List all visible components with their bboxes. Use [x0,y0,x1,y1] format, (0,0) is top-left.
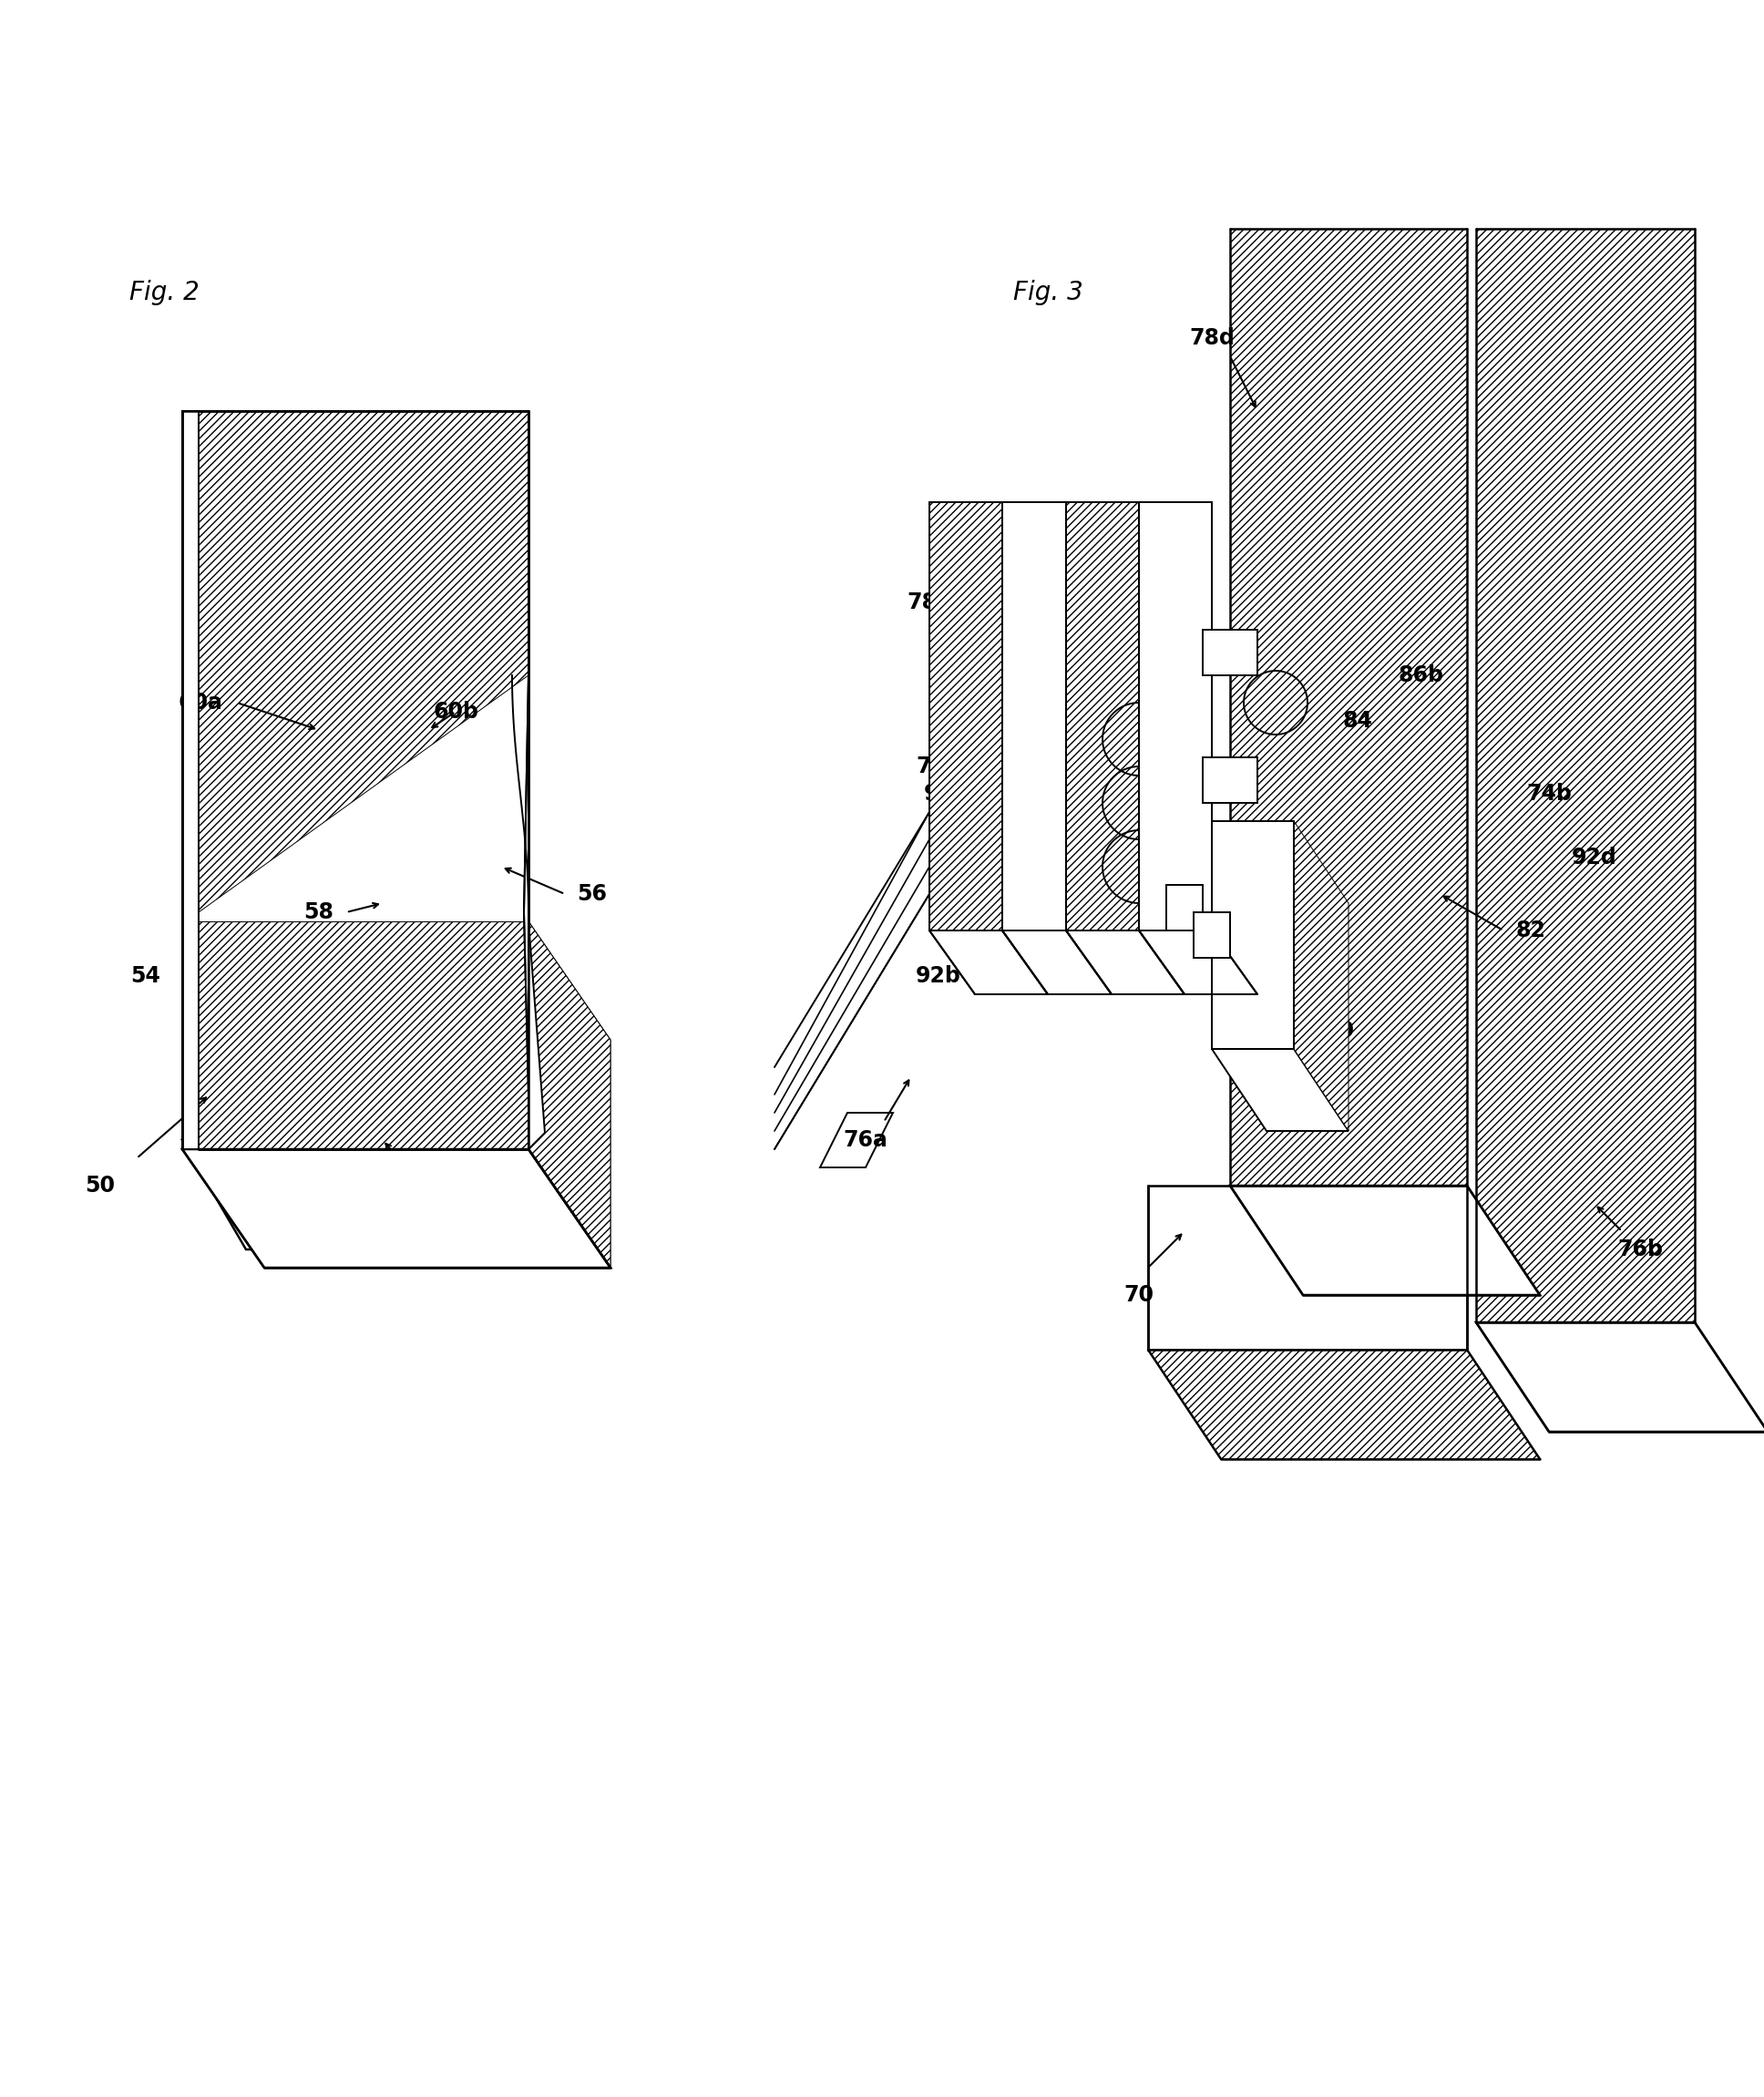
Polygon shape [1002,931,1111,994]
Polygon shape [1212,822,1293,1048]
Polygon shape [182,1149,610,1269]
Text: 92c: 92c [1173,921,1215,942]
Polygon shape [529,921,610,1269]
Polygon shape [1148,1185,1468,1350]
Polygon shape [820,1114,893,1168]
Text: 78c: 78c [1108,545,1152,568]
Polygon shape [1293,822,1348,1130]
Text: 72: 72 [1242,992,1272,1015]
Polygon shape [529,921,545,1149]
Polygon shape [1002,501,1065,931]
Text: Fig. 2: Fig. 2 [129,279,199,306]
Text: 78a: 78a [907,591,951,612]
Text: Fig. 3: Fig. 3 [1013,279,1083,306]
Text: 76a: 76a [843,1128,887,1151]
Polygon shape [182,411,199,1149]
Polygon shape [182,438,196,1141]
Polygon shape [524,675,529,1095]
Polygon shape [930,501,1002,931]
Polygon shape [1065,931,1184,994]
Text: 92d: 92d [1572,847,1618,868]
Polygon shape [1230,229,1468,1185]
Polygon shape [1476,1323,1764,1432]
Text: 52: 52 [395,1174,425,1197]
Polygon shape [1140,931,1258,994]
Polygon shape [1212,1048,1348,1130]
Text: 58: 58 [303,902,333,923]
Polygon shape [199,411,529,912]
Text: 78d: 78d [1189,327,1235,348]
Polygon shape [529,921,610,1269]
Text: 50: 50 [85,1174,115,1197]
Polygon shape [1203,629,1258,675]
Polygon shape [1230,1185,1540,1296]
Polygon shape [930,931,1048,994]
Polygon shape [1148,1350,1540,1460]
Polygon shape [1166,885,1203,931]
Text: 86b: 86b [1399,665,1445,686]
Text: 76b: 76b [1618,1239,1663,1260]
Text: 86a: 86a [1154,782,1198,805]
Text: 82: 82 [1515,921,1545,942]
Text: 84: 84 [1342,711,1372,732]
Text: 56: 56 [577,883,607,906]
Text: 92b: 92b [916,965,961,988]
Polygon shape [199,921,529,1149]
Polygon shape [1194,912,1230,958]
Text: 80: 80 [1325,1019,1355,1042]
Polygon shape [1203,757,1258,803]
Polygon shape [1476,229,1695,1323]
Polygon shape [1065,501,1140,931]
Text: 60b: 60b [432,700,478,723]
Text: 90: 90 [924,782,954,805]
Text: 74b: 74b [1526,782,1572,805]
Text: 88: 88 [942,874,972,895]
Text: 60a: 60a [178,692,222,713]
Polygon shape [182,1141,564,1250]
Text: 78b: 78b [1007,545,1053,568]
Polygon shape [1140,501,1212,931]
Text: 92a: 92a [961,921,1005,942]
Text: 74a: 74a [916,755,961,778]
Text: 70: 70 [1124,1283,1154,1306]
Text: 54: 54 [131,965,161,988]
